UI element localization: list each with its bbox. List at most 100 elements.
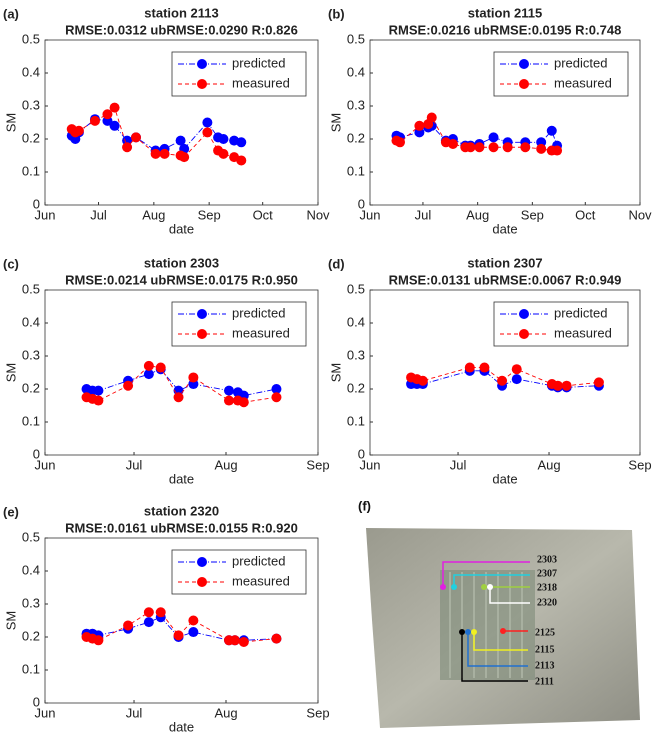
station-label: 2115 xyxy=(535,644,554,655)
chart-subtitle: RMSE:0.0214 ubRMSE:0.0175 R:0.950 xyxy=(65,272,298,287)
data-point xyxy=(202,127,212,137)
y-tick-label: 0.4 xyxy=(347,314,365,329)
legend-label: predicted xyxy=(232,55,285,70)
data-point xyxy=(188,627,198,637)
data-point xyxy=(123,620,133,630)
y-tick-label: 0.3 xyxy=(347,97,365,112)
legend-marker xyxy=(197,309,207,319)
legend-label: measured xyxy=(232,325,290,340)
x-tick-label: Aug xyxy=(466,207,489,222)
y-tick-label: 0.3 xyxy=(347,347,365,362)
data-point xyxy=(179,152,189,162)
y-axis-label: SM xyxy=(3,113,18,133)
data-point xyxy=(131,132,141,142)
data-point xyxy=(271,392,281,402)
data-point xyxy=(74,126,84,136)
legend-label: predicted xyxy=(232,305,285,320)
data-point xyxy=(512,364,522,374)
y-tick-label: 0.2 xyxy=(22,130,40,145)
data-point xyxy=(93,396,103,406)
panel-label: (d) xyxy=(328,256,345,271)
chart-title: station 2320 xyxy=(144,503,219,518)
y-tick-label: 0.2 xyxy=(22,380,40,395)
panel-label: (e) xyxy=(3,504,19,519)
chart-subtitle: RMSE:0.0131 ubRMSE:0.0067 R:0.949 xyxy=(389,272,622,287)
x-tick-label: Jun xyxy=(35,457,56,472)
data-point xyxy=(188,372,198,382)
data-point xyxy=(144,617,154,627)
chart-title: station 2303 xyxy=(144,255,219,270)
data-point xyxy=(110,103,120,113)
x-axis-label: date xyxy=(169,471,194,486)
data-point xyxy=(230,635,240,645)
legend-marker xyxy=(197,329,207,339)
y-tick-label: 0.1 xyxy=(22,413,40,428)
data-point xyxy=(562,381,572,391)
legend-marker xyxy=(197,557,207,567)
data-point xyxy=(93,386,103,396)
data-point xyxy=(144,361,154,371)
y-axis-label: SM xyxy=(328,363,343,383)
station-label: 2113 xyxy=(535,660,554,671)
data-point xyxy=(553,381,563,391)
data-point xyxy=(174,630,184,640)
legend-marker xyxy=(197,79,207,89)
y-tick-label: 0.1 xyxy=(22,163,40,178)
legend-marker xyxy=(519,59,529,69)
y-tick-label: 0.3 xyxy=(22,595,40,610)
x-axis-label: date xyxy=(169,221,194,236)
x-tick-label: Aug xyxy=(214,705,237,720)
x-tick-label: Sep xyxy=(306,705,329,720)
figure: (f) 2303 2307 2318 2320 2125 2115 2113 2… xyxy=(0,0,652,733)
chart-subtitle: RMSE:0.0161 ubRMSE:0.0155 R:0.920 xyxy=(65,520,298,535)
y-tick-label: 0.1 xyxy=(347,413,365,428)
data-point xyxy=(90,116,100,126)
legend-label: predicted xyxy=(554,55,607,70)
y-tick-label: 0.5 xyxy=(22,281,40,296)
y-tick-label: 0.2 xyxy=(347,130,365,145)
data-point xyxy=(239,397,249,407)
y-tick-label: 0.1 xyxy=(347,163,365,178)
data-point xyxy=(547,126,557,136)
legend-label: measured xyxy=(232,75,290,90)
data-point xyxy=(536,144,546,154)
x-tick-label: Sep xyxy=(521,207,544,222)
data-point xyxy=(418,376,428,386)
chart-panel: (d) station 2307 RMSE:0.0131 ubRMSE:0.0067… xyxy=(328,255,652,486)
data-point xyxy=(224,396,234,406)
x-axis-label: date xyxy=(492,221,517,236)
legend-marker xyxy=(519,79,529,89)
chart-title: station 2307 xyxy=(467,255,542,270)
data-point xyxy=(93,635,103,645)
legend-label: measured xyxy=(554,325,612,340)
data-point xyxy=(474,142,484,152)
station-label: 2303 xyxy=(537,554,557,565)
x-axis-label: date xyxy=(169,719,194,733)
data-point xyxy=(110,121,120,131)
data-point xyxy=(188,616,198,626)
chart-subtitle: RMSE:0.0312 ubRMSE:0.0290 R:0.826 xyxy=(65,22,298,37)
panel-label: (a) xyxy=(3,6,19,21)
data-point xyxy=(414,121,424,131)
y-axis-label: SM xyxy=(328,113,343,133)
data-point xyxy=(465,363,475,373)
data-point xyxy=(552,146,562,156)
data-point xyxy=(122,142,132,152)
data-point xyxy=(123,381,133,391)
x-tick-label: Aug xyxy=(214,457,237,472)
data-point xyxy=(466,142,476,152)
data-point xyxy=(479,363,489,373)
legend-label: measured xyxy=(554,75,612,90)
data-point xyxy=(271,634,281,644)
data-point xyxy=(427,113,437,123)
x-tick-label: Oct xyxy=(575,207,596,222)
data-point xyxy=(174,392,184,402)
data-point xyxy=(503,142,513,152)
y-tick-label: 0.1 xyxy=(22,661,40,676)
data-point xyxy=(160,149,170,159)
legend-label: predicted xyxy=(554,305,607,320)
station-label: 2318 xyxy=(537,582,557,593)
y-tick-label: 0.3 xyxy=(22,347,40,362)
data-point xyxy=(156,363,166,373)
chart-title: station 2115 xyxy=(468,5,542,20)
